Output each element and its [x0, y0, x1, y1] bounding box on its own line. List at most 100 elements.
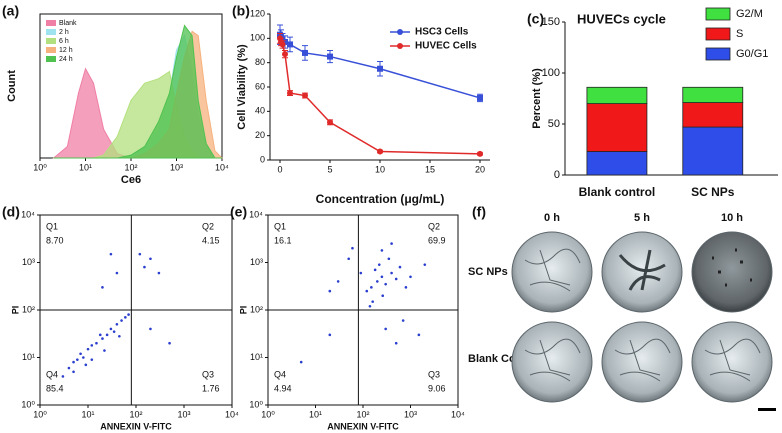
- x-axis-label: Concentration (μg/mL): [316, 192, 445, 206]
- y-tick-label: 0: [260, 154, 265, 164]
- event-dot: [380, 249, 384, 252]
- panel-label: (c): [527, 11, 544, 27]
- cell-network: [618, 249, 666, 291]
- x-tick-label: 10²: [356, 409, 369, 419]
- legend-label: HUVEC Cells: [415, 41, 477, 52]
- x-tick-label: 5: [327, 164, 332, 174]
- row-label: SC NPs: [468, 266, 508, 278]
- chart-title: HUVECs cycle: [577, 11, 666, 26]
- y-tick-label: 60: [255, 81, 265, 91]
- column-label: 10 h: [721, 212, 743, 224]
- y-axis-label: PI: [10, 306, 20, 315]
- x-tick-label: 10¹: [79, 162, 92, 172]
- micrograph: [691, 321, 773, 403]
- x-axis-label: Ce6: [121, 174, 141, 186]
- event-dot: [61, 375, 65, 378]
- quadrant-value: 4.15: [202, 235, 220, 245]
- quadrant-value: 16.1: [274, 235, 292, 245]
- x-axis-label: ANNEXIN V-FITC: [327, 421, 399, 431]
- event-dot: [417, 333, 421, 337]
- y-tick-label: 0: [554, 169, 560, 181]
- cell-network: [614, 338, 671, 382]
- event-dot: [371, 300, 374, 303]
- marker: [282, 38, 288, 45]
- legend-swatch: [46, 47, 56, 53]
- event-dot: [409, 275, 412, 279]
- bar-segment: [586, 103, 648, 152]
- quadrant-name: Q3: [202, 369, 214, 379]
- y-axis-label: PI: [238, 306, 248, 315]
- event-dot: [84, 363, 88, 367]
- bar-segment: [586, 86, 648, 104]
- event-dot: [381, 294, 385, 298]
- event-dot: [109, 327, 113, 331]
- y-axis-label: Percent (%): [531, 68, 543, 129]
- x-tick-label: 10⁰: [261, 409, 275, 419]
- quadrant-value: 1.76: [202, 383, 220, 393]
- y-tick-label: 10³: [250, 257, 263, 267]
- cell-network: [704, 338, 761, 382]
- event-dot: [380, 275, 384, 279]
- event-dot: [404, 286, 408, 289]
- event-dot: [127, 313, 130, 316]
- quadrant-value: 9.06: [428, 383, 446, 393]
- event-dot: [67, 366, 71, 370]
- y-tick-label: 40: [255, 106, 265, 116]
- micrographs: [511, 231, 773, 403]
- legend-label: HSC3 Cells: [415, 27, 469, 38]
- event-dot: [384, 327, 387, 331]
- event-dot: [98, 333, 102, 337]
- x-tick-label: 10³: [404, 409, 417, 419]
- x-tick-label: 10⁰: [33, 409, 47, 419]
- marker: [477, 150, 483, 157]
- event-dot: [394, 341, 398, 345]
- y-tick-label: 50: [548, 118, 560, 130]
- bar-segment: [586, 151, 648, 176]
- event-dot: [76, 358, 79, 361]
- event-dot: [157, 271, 161, 275]
- quadrant-value: 85.4: [46, 383, 64, 393]
- event-dot: [370, 286, 373, 289]
- event-dot: [299, 360, 303, 364]
- quadrant-value: 4.94: [274, 383, 292, 393]
- bar-segment: [682, 86, 744, 103]
- event-dot: [86, 347, 90, 351]
- event-dot: [72, 360, 75, 364]
- event-dot: [401, 319, 405, 322]
- cell-dots: [712, 248, 752, 287]
- event-dot: [423, 263, 427, 266]
- bar-segment: [682, 102, 744, 128]
- event-dot: [109, 252, 113, 256]
- x-tick-label: 10⁰: [33, 162, 47, 172]
- panel-label: (e): [230, 204, 247, 220]
- marker: [287, 41, 293, 48]
- event-dot: [143, 265, 146, 269]
- event-dot: [390, 271, 393, 275]
- quadrant-name: Q3: [428, 369, 440, 379]
- event-dot: [90, 344, 94, 347]
- x-tick-label: SC NPs: [691, 185, 735, 199]
- legend-label: 6 h: [59, 38, 69, 45]
- panel-label: (b): [232, 3, 250, 19]
- x-tick-label: 10¹: [81, 409, 94, 419]
- y-axis-label: Count: [6, 70, 18, 102]
- legend-label: 2 h: [59, 29, 69, 36]
- x-tick-label: 10: [375, 164, 385, 174]
- event-dot: [368, 304, 372, 308]
- event-dot: [384, 282, 387, 286]
- legend-swatch: [46, 56, 56, 62]
- x-tick-label: 0: [277, 164, 282, 174]
- event-dot: [101, 286, 104, 289]
- y-tick-label: 10⁰: [249, 399, 263, 409]
- y-tick-label: 150: [542, 16, 560, 28]
- event-dot: [377, 263, 381, 266]
- panel-label: (f): [472, 204, 486, 220]
- quadrant-name: Q1: [46, 221, 58, 231]
- marker: [377, 65, 383, 72]
- marker: [282, 51, 288, 58]
- x-tick-label: 15: [425, 164, 435, 174]
- event-dot: [328, 289, 332, 293]
- marker: [302, 49, 308, 56]
- cell-network: [524, 338, 581, 382]
- quadrant-name: Q1: [274, 221, 286, 231]
